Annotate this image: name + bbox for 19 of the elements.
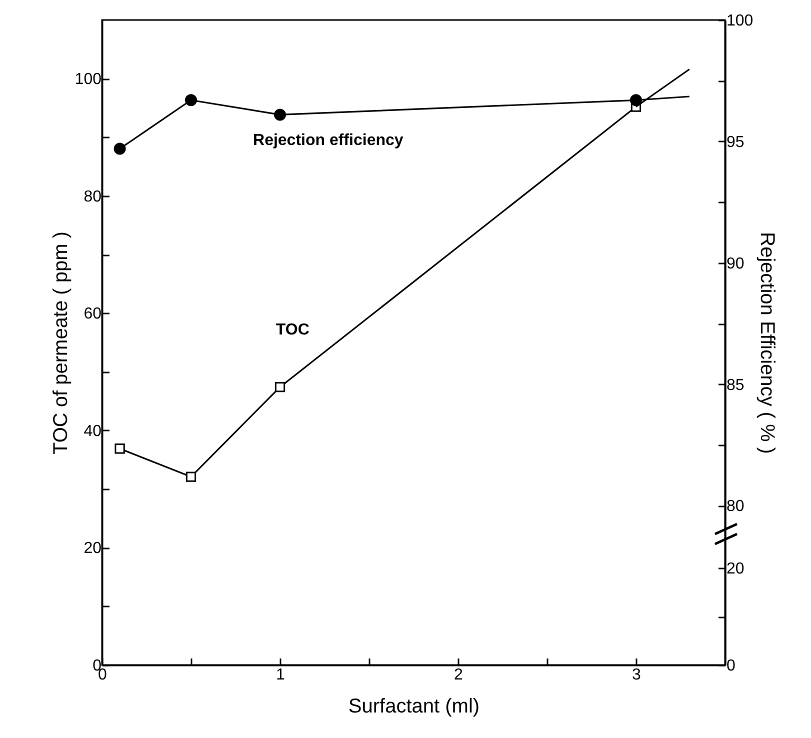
- y-tick-label: 60: [84, 306, 102, 323]
- y-tick-label: 80: [84, 188, 102, 206]
- x-axis-title: Surfactant (ml): [348, 696, 480, 718]
- y2-tick-label: 80: [726, 498, 744, 516]
- annotation: Rejection efficiency: [253, 132, 404, 149]
- y2-tick-label: 95: [726, 134, 744, 151]
- x-tick-label: 2: [454, 666, 464, 684]
- y-tick-label: 100: [74, 71, 102, 88]
- annotation: TOC: [276, 322, 310, 339]
- y-axis-title: TOC of permeate ( ppm ): [50, 231, 72, 455]
- y2-tick-label: 85: [726, 376, 744, 394]
- y2-tick-label: 100: [726, 12, 754, 30]
- y2-axis-title: Rejection Efficiency ( % ): [756, 232, 778, 454]
- y3-tick-label: 20: [726, 560, 744, 578]
- x-tick-label: 1: [276, 666, 286, 684]
- y-tick-label: 40: [84, 422, 102, 440]
- y2-tick-label: 90: [726, 255, 744, 272]
- y-tick-label: 20: [84, 540, 102, 558]
- x-tick-label: 3: [632, 666, 642, 684]
